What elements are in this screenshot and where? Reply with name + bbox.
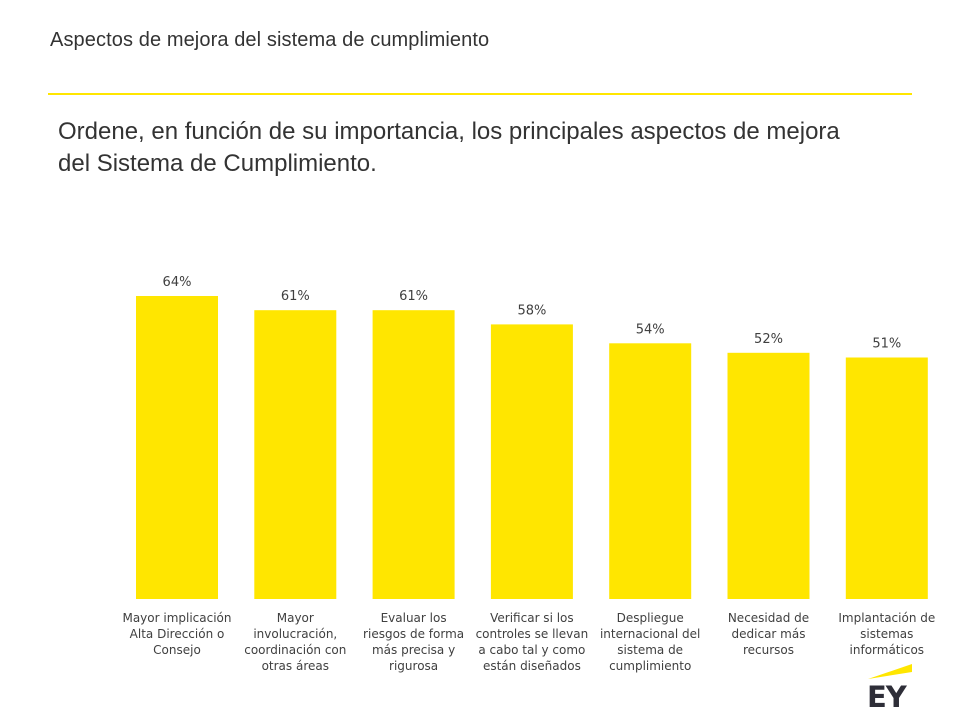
category-label: Despliegue internacional del sistema de …: [599, 611, 701, 673]
bar-1: [136, 296, 218, 599]
bar-value-label: 52%: [754, 332, 783, 347]
bar-6: [727, 352, 810, 599]
bar-value-label: 51%: [872, 337, 901, 352]
title-divider: [48, 93, 912, 95]
category-label: Mayor implicación Alta Dirección o Conse…: [122, 611, 232, 657]
bar-value-label: 61%: [281, 289, 310, 304]
category-label: Necesidad de dedicar más recursos: [727, 611, 810, 657]
bar-3: [372, 310, 455, 599]
category-label: Implantación de sistemas informáticos: [838, 611, 936, 657]
bar-value-label: 61%: [399, 289, 428, 304]
category-label: Mayor involucración, coordinación con ot…: [244, 611, 347, 673]
bar-value-label: 54%: [636, 322, 665, 337]
ey-logo-slash-icon: [868, 664, 912, 679]
bar-value-label: 64%: [163, 275, 192, 290]
category-label: Evaluar los riesgos de forma más precisa…: [363, 611, 465, 673]
bar-4: [490, 324, 573, 599]
ey-logo-text: EY: [867, 680, 908, 712]
bar-5: [609, 343, 692, 599]
bar-2: [254, 310, 337, 599]
survey-question: Ordene, en función de su importancia, lo…: [58, 118, 840, 177]
category-label: Verificar si los controles se llevan a c…: [475, 611, 589, 673]
bar-7: [845, 357, 928, 599]
ey-logo: EY: [867, 664, 912, 712]
page-title: Aspectos de mejora del sistema de cumpli…: [50, 29, 490, 51]
bar-value-label: 58%: [517, 303, 546, 318]
